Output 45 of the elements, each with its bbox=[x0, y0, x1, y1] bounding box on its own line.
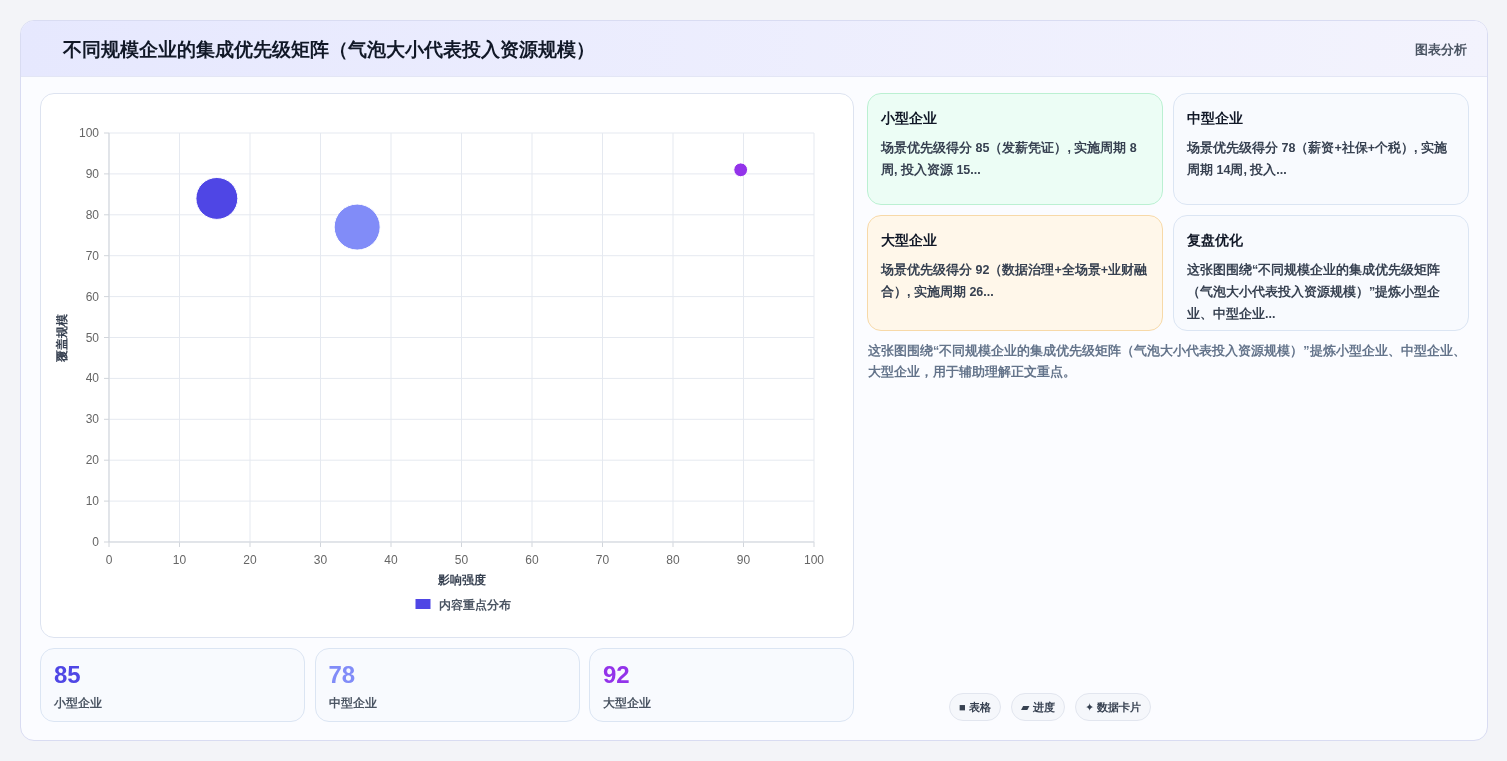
x-tick-label: 40 bbox=[384, 553, 398, 567]
y-tick-label: 30 bbox=[85, 412, 100, 427]
x-tick-label: 30 bbox=[313, 553, 328, 567]
text: 小型企业 bbox=[881, 110, 937, 128]
y-tick-label: 60 bbox=[85, 289, 100, 304]
y-tick-label: 10 bbox=[85, 494, 100, 509]
y-axis-title: 覆盖规模 bbox=[55, 313, 69, 363]
text: 复盘优化 bbox=[1187, 232, 1243, 250]
x-tick-label: 90 bbox=[736, 553, 751, 567]
x-tick-label: 80 bbox=[666, 553, 680, 567]
text: 这张图围绕“不同规模企业的集成优先级矩阵（气泡大小代表投入资源规模）”提炼小型企业、中型企业、大型企业，用于辅助理解正文重点。 bbox=[868, 343, 1467, 381]
x-tick-label: 10 bbox=[172, 553, 187, 567]
x-tick-label: 100 bbox=[803, 553, 825, 567]
x-tick-label: 20 bbox=[243, 553, 257, 567]
chart-title: 不同规模企业的集成优先级矩阵（气泡大小代表投入资源规模） bbox=[63, 38, 595, 62]
y-tick-label: 90 bbox=[85, 166, 100, 181]
text: 场景优先级得分 78（薪资+社保+个税）, 实施周期 14周, 投入... bbox=[1187, 140, 1448, 179]
x-tick-label: 50 bbox=[454, 553, 469, 567]
text: ■ 表格 bbox=[949, 693, 1001, 721]
x-axis-title: 影响强度 bbox=[436, 573, 486, 587]
text: 中型企业 bbox=[328, 695, 377, 712]
text: 场景优先级得分 92（数据治理+全场景+业财融合）, 实施周期 26... bbox=[881, 262, 1148, 301]
x-tick-label: 60 bbox=[525, 553, 539, 567]
text: 85 bbox=[54, 661, 81, 689]
x-tick-label: 70 bbox=[595, 553, 610, 567]
text: 78 bbox=[328, 661, 356, 689]
y-tick-label: 50 bbox=[85, 330, 100, 345]
text: 这张图围绕“不同规模企业的集成优先级矩阵（气泡大小代表投入资源规模）”提炼小型企业、中型企业... bbox=[1187, 262, 1442, 323]
text: 场景优先级得分 85（发薪凭证）, 实施周期 8周, 投入资源 15... bbox=[881, 140, 1138, 179]
text: 大型企业 bbox=[881, 232, 937, 250]
x-tick-label: 0 bbox=[105, 553, 113, 567]
text: ✦ 数据卡片 bbox=[1075, 693, 1152, 721]
text: 图表分析 bbox=[1415, 41, 1467, 59]
y-tick-label: 70 bbox=[85, 248, 100, 263]
text: ▰ 进度 bbox=[1011, 693, 1065, 721]
y-tick-label: 20 bbox=[85, 453, 100, 468]
text: 92 bbox=[603, 661, 630, 689]
y-tick-label: 100 bbox=[78, 126, 100, 140]
y-tick-label: 0 bbox=[92, 535, 100, 549]
y-tick-label: 40 bbox=[85, 371, 100, 386]
y-tick-label: 80 bbox=[85, 207, 100, 222]
text: 中型企业 bbox=[1187, 110, 1243, 128]
text: 小型企业 bbox=[54, 695, 102, 712]
text: 大型企业 bbox=[603, 695, 651, 712]
legend-label: 内容重点分布 bbox=[438, 598, 511, 612]
